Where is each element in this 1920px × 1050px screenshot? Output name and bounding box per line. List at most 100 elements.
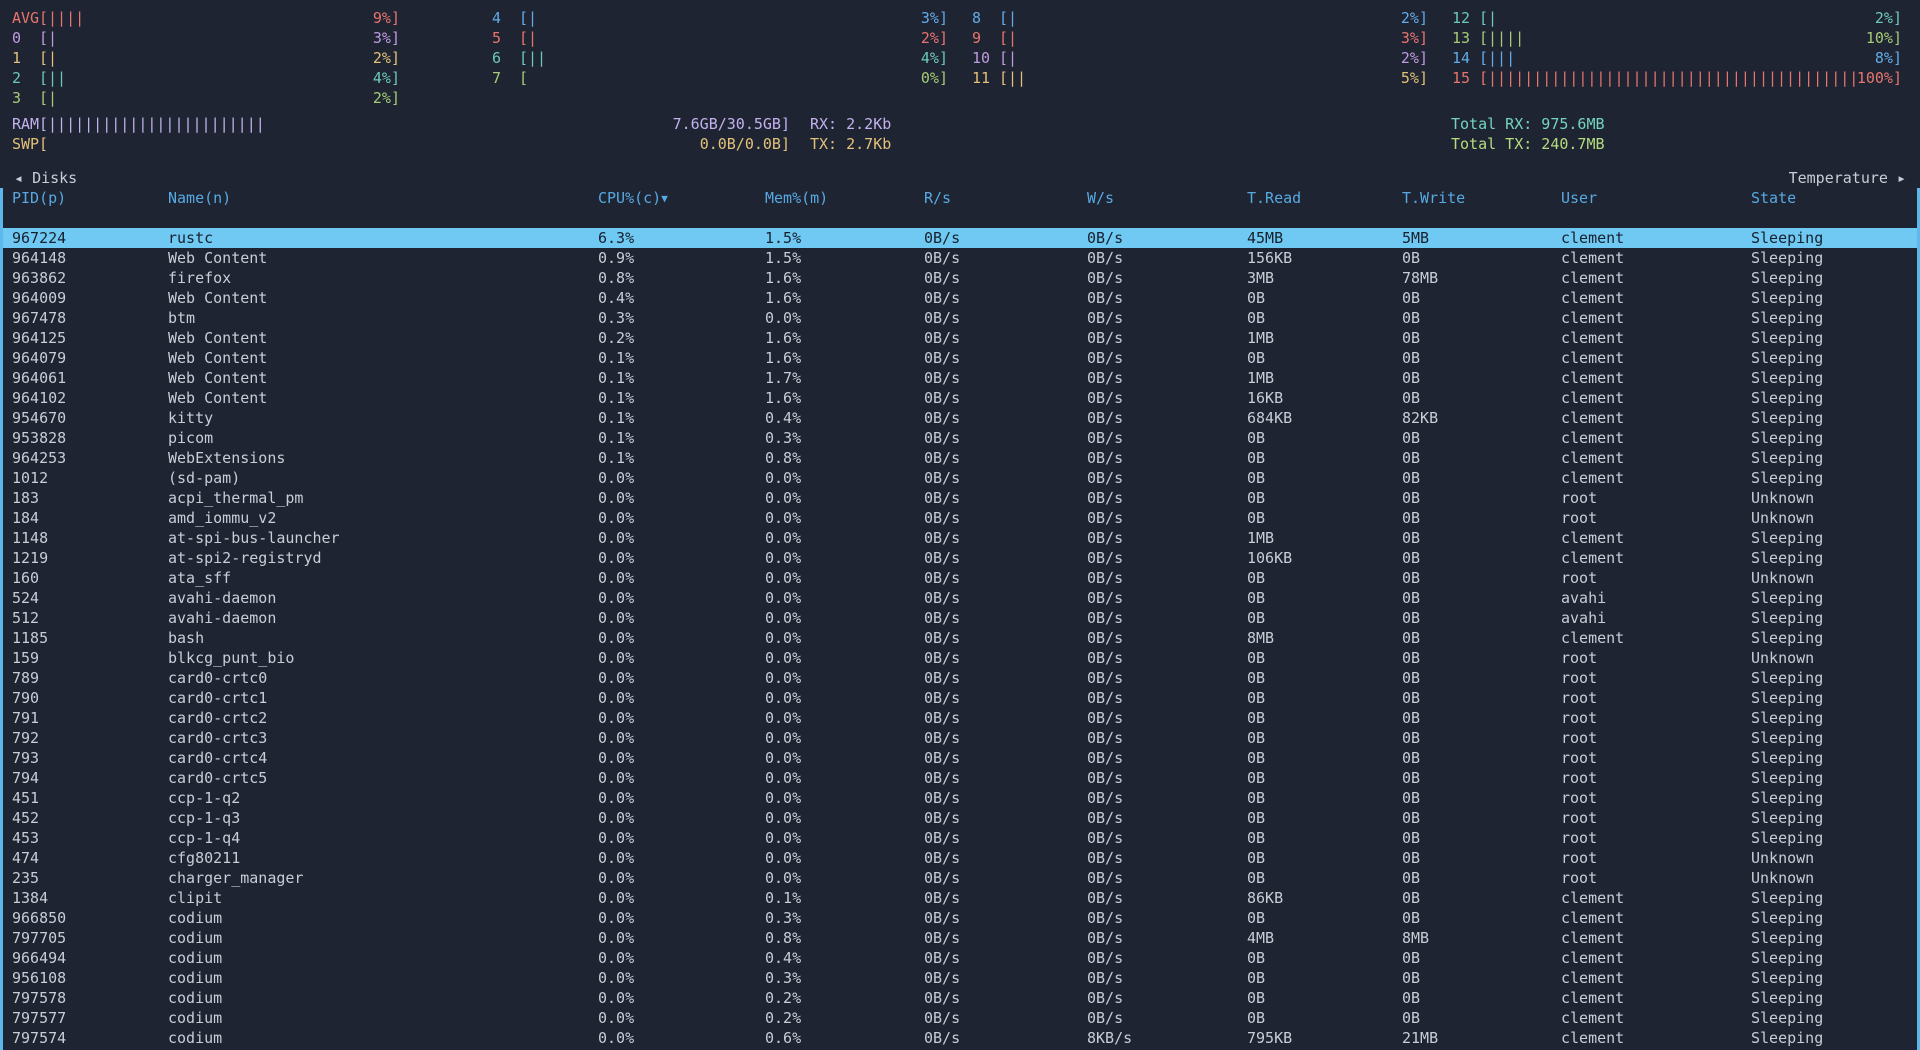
gauge-value: 2% xyxy=(372,49,391,67)
gauge-value: 9% xyxy=(372,9,391,27)
process-header: PID(p) Name(n) CPU%(c)▼ Mem%(m) R/s W/s T.Read… xyxy=(3,188,1917,208)
cpu-gauge-1: 1[| 2%] xyxy=(12,49,400,67)
gauge-bar: | xyxy=(528,9,538,27)
table-row[interactable]: 1219 at-spi2-registryd 0.0% 0.0% 0B/s 0B/s 106… xyxy=(12,549,1824,567)
gauge-value: 4% xyxy=(920,49,939,67)
cpu-gauge-15: 15[|||||||||||||||||||||||||||||||||||||… xyxy=(1452,69,1902,87)
memory-network-widget: RAM[|||||||||||||||||||||||| 7.6GB/30.5GB… xyxy=(0,114,1920,154)
gauge-bar: |||||||||||||||||||||||| xyxy=(48,115,265,133)
table-row[interactable]: 966494 codium 0.0% 0.4% 0B/s 0B/s 0B 0B clement S… xyxy=(12,949,1824,967)
column-header-total-write[interactable]: T.Write xyxy=(1402,189,1466,207)
gauge-bar xyxy=(48,134,700,154)
table-row[interactable]: 797705 codium 0.0% 0.8% 0B/s 0B/s 4MB 8MB clemen… xyxy=(12,929,1824,947)
process-rows: 967224 rustc 6.3% 1.5% 0B/s 0B/s 45MB 5MB clemen… xyxy=(3,228,1917,1048)
table-row[interactable]: 183 acpi_thermal_pm 0.0% 0.0% 0B/s 0B/s 0B 0B ro… xyxy=(12,489,1815,507)
table-row[interactable]: 790 card0-crtc1 0.0% 0.0% 0B/s 0B/s 0B 0B root Sl… xyxy=(12,689,1824,707)
gauge-bar: |||| xyxy=(48,9,85,27)
cpu-gauge-12: 12[| 2%] xyxy=(1452,9,1902,27)
table-row[interactable]: 184 amd_iommu_v2 0.0% 0.0% 0B/s 0B/s 0B 0B root U… xyxy=(12,509,1815,527)
table-row[interactable]: 452 ccp-1-q3 0.0% 0.0% 0B/s 0B/s 0B 0B root Sleep… xyxy=(12,809,1824,827)
table-row[interactable]: 797578 codium 0.0% 0.2% 0B/s 0B/s 0B 0B clement S… xyxy=(12,989,1824,1007)
table-row[interactable]: 512 avahi-daemon 0.0% 0.0% 0B/s 0B/s 0B 0B avahi… xyxy=(12,609,1824,627)
gauge-bar: | xyxy=(48,29,58,47)
gauge-bar: ||| xyxy=(1488,49,1516,67)
table-row[interactable]: 964102 Web Content 0.1% 1.6% 0B/s 0B/s 16KB 0B c… xyxy=(12,389,1824,407)
ram-gauge: RAM[|||||||||||||||||||||||| 7.6GB/30.5GB… xyxy=(12,115,790,133)
table-row[interactable]: 159 blkcg_punt_bio 0.0% 0.0% 0B/s 0B/s 0B 0B roo… xyxy=(12,649,1815,667)
gauge-label: 8 xyxy=(972,9,982,27)
table-row[interactable]: 160 ata_sff 0.0% 0.0% 0B/s 0B/s 0B 0B root Unknow… xyxy=(12,569,1815,587)
gauge-label: 12 xyxy=(1452,9,1471,27)
table-row[interactable]: 792 card0-crtc3 0.0% 0.0% 0B/s 0B/s 0B 0B root Sl… xyxy=(12,729,1824,747)
table-row[interactable]: 964148 Web Content 0.9% 1.5% 0B/s 0B/s 156KB 0B… xyxy=(12,249,1824,267)
gauge-bar: | xyxy=(1008,49,1018,67)
table-row[interactable]: 1148 at-spi-bus-launcher 0.0% 0.0% 0B/s 0B/s 1… xyxy=(12,529,1824,547)
cpu-gauge-5: 5[| 2%] xyxy=(492,29,948,47)
gauge-value: 100% xyxy=(1856,69,1893,87)
column-header-write-per-sec[interactable]: W/s xyxy=(1087,189,1115,207)
column-header-user[interactable]: User xyxy=(1561,189,1598,207)
gauge-label: 3 xyxy=(12,89,22,107)
column-header-name[interactable]: Name(n) xyxy=(168,189,232,207)
table-row[interactable]: 524 avahi-daemon 0.0% 0.0% 0B/s 0B/s 0B 0B avahi… xyxy=(12,589,1824,607)
gauge-label: 6 xyxy=(492,49,502,67)
column-header-pid[interactable]: PID(p) xyxy=(12,189,67,207)
cpu-gauge-11: 11[|| 5%] xyxy=(972,69,1428,87)
gauge-value: 3% xyxy=(920,9,939,27)
column-header-mem[interactable]: Mem%(m) xyxy=(765,189,829,207)
nav-disks-label: Disks xyxy=(32,169,78,187)
column-header-total-read[interactable]: T.Read xyxy=(1247,189,1302,207)
network-rate: TX: 2.7Kb xyxy=(810,135,892,153)
network-total: Total RX: 975.6MB xyxy=(1451,115,1605,133)
gauge-label: AVG xyxy=(12,9,40,27)
table-row[interactable]: 793 card0-crtc4 0.0% 0.0% 0B/s 0B/s 0B 0B root Sl… xyxy=(12,749,1824,767)
table-row[interactable]: 967478 btm 0.3% 0.0% 0B/s 0B/s 0B 0B clement Slee… xyxy=(12,309,1824,327)
gauge-label: 2 xyxy=(12,69,22,87)
gauge-bar: | xyxy=(1008,29,1018,47)
table-row[interactable]: 964061 Web Content 0.1% 1.7% 0B/s 0B/s 1MB 0B cl… xyxy=(12,369,1824,387)
table-row[interactable]: 964079 Web Content 0.1% 1.6% 0B/s 0B/s 0B 0B cle… xyxy=(12,349,1824,367)
table-row[interactable]: 963862 firefox 0.8% 1.6% 0B/s 0B/s 3MB 78MB clem… xyxy=(12,269,1824,287)
table-row[interactable]: 956108 codium 0.0% 0.3% 0B/s 0B/s 0B 0B clement S… xyxy=(12,969,1824,987)
table-row[interactable]: 1384 clipit 0.0% 0.1% 0B/s 0B/s 86KB 0B clement S… xyxy=(12,889,1824,907)
table-row[interactable]: 953828 picom 0.1% 0.3% 0B/s 0B/s 0B 0B clement Sl… xyxy=(12,429,1824,447)
column-header-state[interactable]: State xyxy=(1751,189,1797,207)
cpu-gauge-6: 6[|| 4%] xyxy=(492,49,948,67)
gauge-value: 0% xyxy=(920,69,939,87)
table-row[interactable]: 235 charger_manager 0.0% 0.0% 0B/s 0B/s 0B 0B ro… xyxy=(12,869,1815,887)
gauge-label: RAM xyxy=(12,115,40,133)
table-row[interactable]: 966850 codium 0.0% 0.3% 0B/s 0B/s 0B 0B clement S… xyxy=(12,909,1824,927)
process-table: PID(p) Name(n) CPU%(c)▼ Mem%(m) R/s W/s T.Read… xyxy=(0,188,1920,1050)
nav-temperature[interactable]: Temperature ▸ xyxy=(1789,168,1906,188)
cpu-column: AVG[|||| 9%] 0[| 3%] 1[| 2%] 2[|| 4%] 3[| 2%] xyxy=(0,8,480,108)
table-row[interactable]: 1012 (sd-pam) 0.0% 0.0% 0B/s 0B/s 0B 0B clement S… xyxy=(12,469,1824,487)
cpu-gauge-0: 0[| 3%] xyxy=(12,29,400,47)
table-row[interactable]: 791 card0-crtc2 0.0% 0.0% 0B/s 0B/s 0B 0B root Sl… xyxy=(12,709,1824,727)
column-header-read-per-sec[interactable]: R/s xyxy=(924,189,952,207)
table-row[interactable]: 474 cfg80211 0.0% 0.0% 0B/s 0B/s 0B 0B root Unkno… xyxy=(12,849,1815,867)
gauge-bar: | xyxy=(48,89,58,107)
table-row[interactable]: 954670 kitty 0.1% 0.4% 0B/s 0B/s 684KB 82KB clem… xyxy=(12,409,1824,427)
cpu-widget: AVG[|||| 9%] 0[| 3%] 1[| 2%] 2[|| 4%] 3[| 2%] 4[|… xyxy=(0,0,1920,108)
table-row[interactable]: 964009 Web Content 0.4% 1.6% 0B/s 0B/s 0B 0B cle… xyxy=(12,289,1824,307)
gauge-bar: | xyxy=(48,49,58,67)
gauge-bar: | xyxy=(528,29,538,47)
column-header-cpu[interactable]: CPU%(c)▼ xyxy=(598,189,668,207)
table-row[interactable]: 453 ccp-1-q4 0.0% 0.0% 0B/s 0B/s 0B 0B root Sleep… xyxy=(12,829,1824,847)
table-row[interactable]: 451 ccp-1-q2 0.0% 0.0% 0B/s 0B/s 0B 0B root Sleep… xyxy=(12,789,1824,807)
table-row[interactable]: 789 card0-crtc0 0.0% 0.0% 0B/s 0B/s 0B 0B root Sl… xyxy=(12,669,1824,687)
gauge-value: 2% xyxy=(1400,9,1419,27)
table-row[interactable]: 967224 rustc 6.3% 1.5% 0B/s 0B/s 45MB 5MB clemen… xyxy=(3,228,1917,248)
gauge-label: 15 xyxy=(1452,69,1471,87)
table-row[interactable]: 794 card0-crtc5 0.0% 0.0% 0B/s 0B/s 0B 0B root Sl… xyxy=(12,769,1824,787)
table-row[interactable]: 964125 Web Content 0.2% 1.6% 0B/s 0B/s 1MB 0B cl… xyxy=(12,329,1824,347)
table-row[interactable]: 797574 codium 0.0% 0.6% 0B/s 8KB/s 795KB 21MB cl… xyxy=(12,1029,1824,1047)
gauge-label: SWP xyxy=(12,135,40,153)
table-row[interactable]: 797577 codium 0.0% 0.2% 0B/s 0B/s 0B 0B clement S… xyxy=(12,1009,1824,1027)
header-separator xyxy=(3,208,1917,228)
nav-disks[interactable]: ◂ Disks xyxy=(14,168,77,188)
table-row[interactable]: 1185 bash 0.0% 0.0% 0B/s 0B/s 8MB 0B clement Slee… xyxy=(12,629,1824,647)
table-row[interactable]: 964253 WebExtensions 0.1% 0.8% 0B/s 0B/s 0B 0B c… xyxy=(12,449,1824,467)
gauge-value: 7.6GB/30.5GB xyxy=(672,115,781,133)
gauge-label: 14 xyxy=(1452,49,1471,67)
